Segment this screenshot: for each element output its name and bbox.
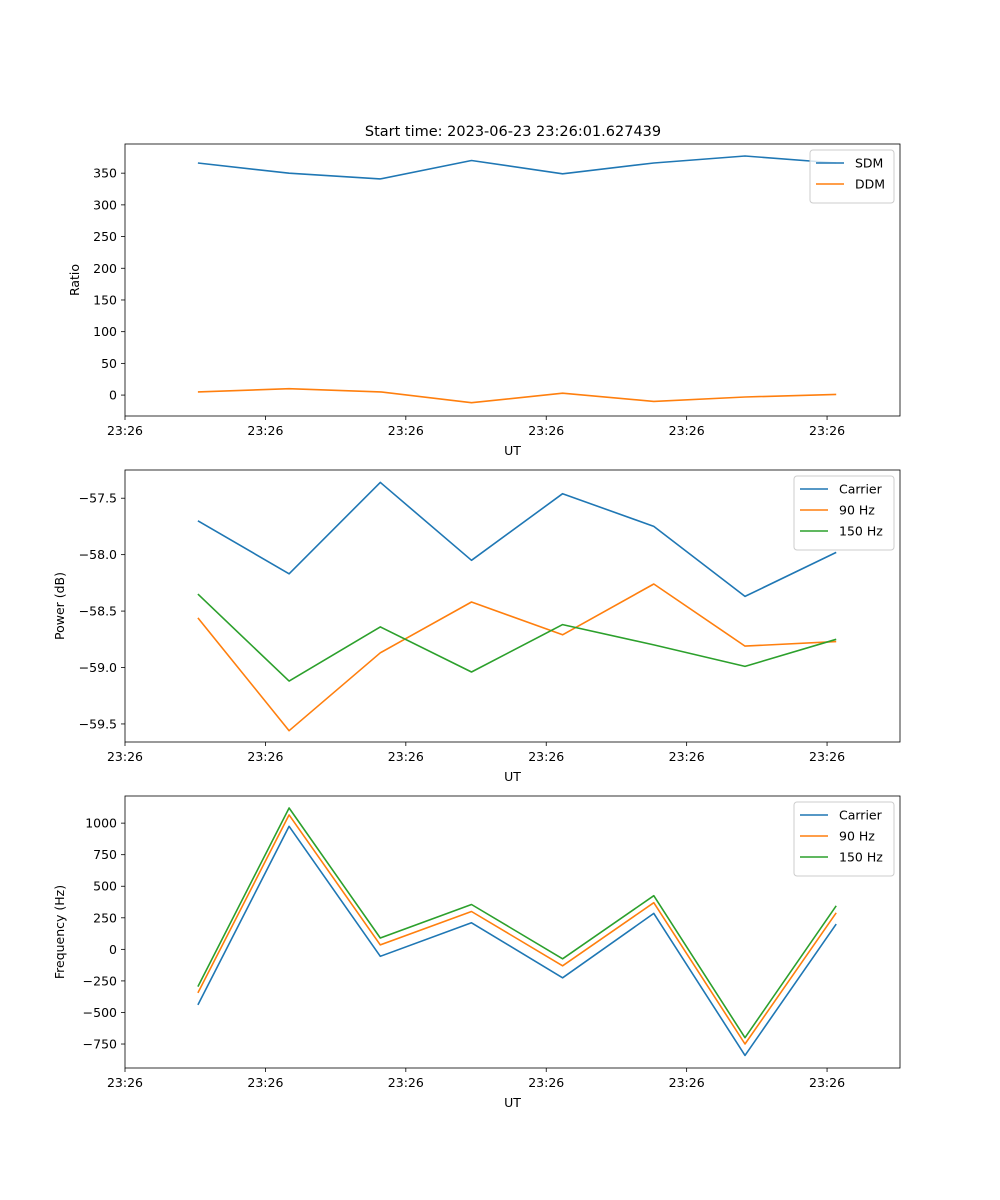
x-tick-label: 23:26 bbox=[107, 1075, 143, 1090]
series-line-carrier bbox=[197, 481, 837, 598]
y-tick-label: 0 bbox=[109, 388, 117, 403]
x-tick-label: 23:26 bbox=[809, 423, 845, 438]
legend-label: 90 Hz bbox=[839, 829, 875, 844]
y-tick-label: 350 bbox=[93, 166, 117, 181]
x-tick-label: 23:26 bbox=[388, 423, 424, 438]
x-tick-label: 23:26 bbox=[247, 749, 283, 764]
series-line-sdm bbox=[197, 155, 837, 180]
y-tick-label: −59.0 bbox=[79, 660, 117, 675]
x-tick-label: 23:26 bbox=[809, 1075, 845, 1090]
legend-label: 90 Hz bbox=[839, 503, 875, 518]
y-tick-label: −58.5 bbox=[79, 604, 117, 619]
chart-panel-1: 23:26 23:26 23:26 23:26 23:26 23:26 0 50 100 150 2… bbox=[67, 143, 901, 458]
series-line-ddm bbox=[197, 387, 837, 404]
axes-frame bbox=[124, 795, 901, 1069]
y-tick-label: 250 bbox=[93, 910, 117, 925]
axes-frame bbox=[124, 469, 901, 743]
legend-label: DDM bbox=[855, 177, 885, 192]
y-tick-label: −58.0 bbox=[79, 547, 117, 562]
x-axis-label: UT bbox=[504, 1095, 521, 1110]
y-tick-label: −500 bbox=[83, 1005, 117, 1020]
y-tick-label: 0 bbox=[109, 942, 117, 957]
x-axis-label: UT bbox=[504, 443, 521, 458]
chart-panel-3: 23:26 23:26 23:26 23:26 23:26 23:26 −750 −500 −2… bbox=[52, 795, 901, 1110]
y-tick-label: 500 bbox=[93, 879, 117, 894]
x-axis-label: UT bbox=[504, 769, 521, 784]
x-tick-label: 23:26 bbox=[528, 749, 564, 764]
y-tick-label: −59.5 bbox=[79, 716, 117, 731]
series-line-150-hz bbox=[197, 807, 837, 1039]
series-line-carrier bbox=[197, 825, 837, 1057]
y-tick-label: 150 bbox=[93, 292, 117, 307]
x-tick-label: 23:26 bbox=[388, 749, 424, 764]
x-tick-label: 23:26 bbox=[247, 1075, 283, 1090]
series-line-90-hz bbox=[197, 814, 837, 1045]
x-tick-label: 23:26 bbox=[107, 423, 143, 438]
y-tick-label: 1000 bbox=[85, 816, 117, 831]
y-tick-label: −750 bbox=[83, 1037, 117, 1052]
x-tick-label: 23:26 bbox=[809, 749, 845, 764]
legend-label: Carrier bbox=[839, 482, 883, 497]
series-line-90-hz bbox=[197, 583, 837, 732]
x-tick-label: 23:26 bbox=[669, 1075, 705, 1090]
y-tick-label: 750 bbox=[93, 847, 117, 862]
y-tick-label: −57.5 bbox=[79, 491, 117, 506]
y-axis-label: Power (dB) bbox=[52, 572, 67, 640]
y-tick-label: −250 bbox=[83, 973, 117, 988]
legend-label: 150 Hz bbox=[839, 524, 883, 539]
x-tick-label: 23:26 bbox=[528, 423, 564, 438]
legend-label: SDM bbox=[855, 156, 883, 171]
y-tick-label: 50 bbox=[101, 356, 117, 371]
legend: Carrier 90 Hz 150 Hz bbox=[793, 801, 895, 877]
y-tick-label: 250 bbox=[93, 229, 117, 244]
y-tick-label: 300 bbox=[93, 197, 117, 212]
axes-frame bbox=[124, 143, 901, 417]
x-tick-label: 23:26 bbox=[247, 423, 283, 438]
chart-panels: 23:26 23:26 23:26 23:26 23:26 23:26 0 50 100 150 2… bbox=[52, 143, 901, 1110]
legend-label: 150 Hz bbox=[839, 850, 883, 865]
x-tick-label: 23:26 bbox=[388, 1075, 424, 1090]
y-tick-label: 200 bbox=[93, 261, 117, 276]
x-tick-label: 23:26 bbox=[528, 1075, 564, 1090]
x-tick-label: 23:26 bbox=[669, 423, 705, 438]
legend-label: Carrier bbox=[839, 808, 883, 823]
legend: SDM DDM bbox=[809, 149, 895, 204]
y-axis-label: Ratio bbox=[67, 264, 82, 296]
x-tick-label: 23:26 bbox=[669, 749, 705, 764]
y-axis-label: Frequency (Hz) bbox=[52, 885, 67, 979]
figure-title: Start time: 2023-06-23 23:26:01.627439 bbox=[365, 124, 661, 140]
legend: Carrier 90 Hz 150 Hz bbox=[793, 475, 895, 551]
y-tick-label: 100 bbox=[93, 324, 117, 339]
chart-panel-2: 23:26 23:26 23:26 23:26 23:26 23:26 −59.5 −59.0… bbox=[52, 469, 901, 784]
series-line-150-hz bbox=[197, 593, 837, 682]
x-tick-label: 23:26 bbox=[107, 749, 143, 764]
